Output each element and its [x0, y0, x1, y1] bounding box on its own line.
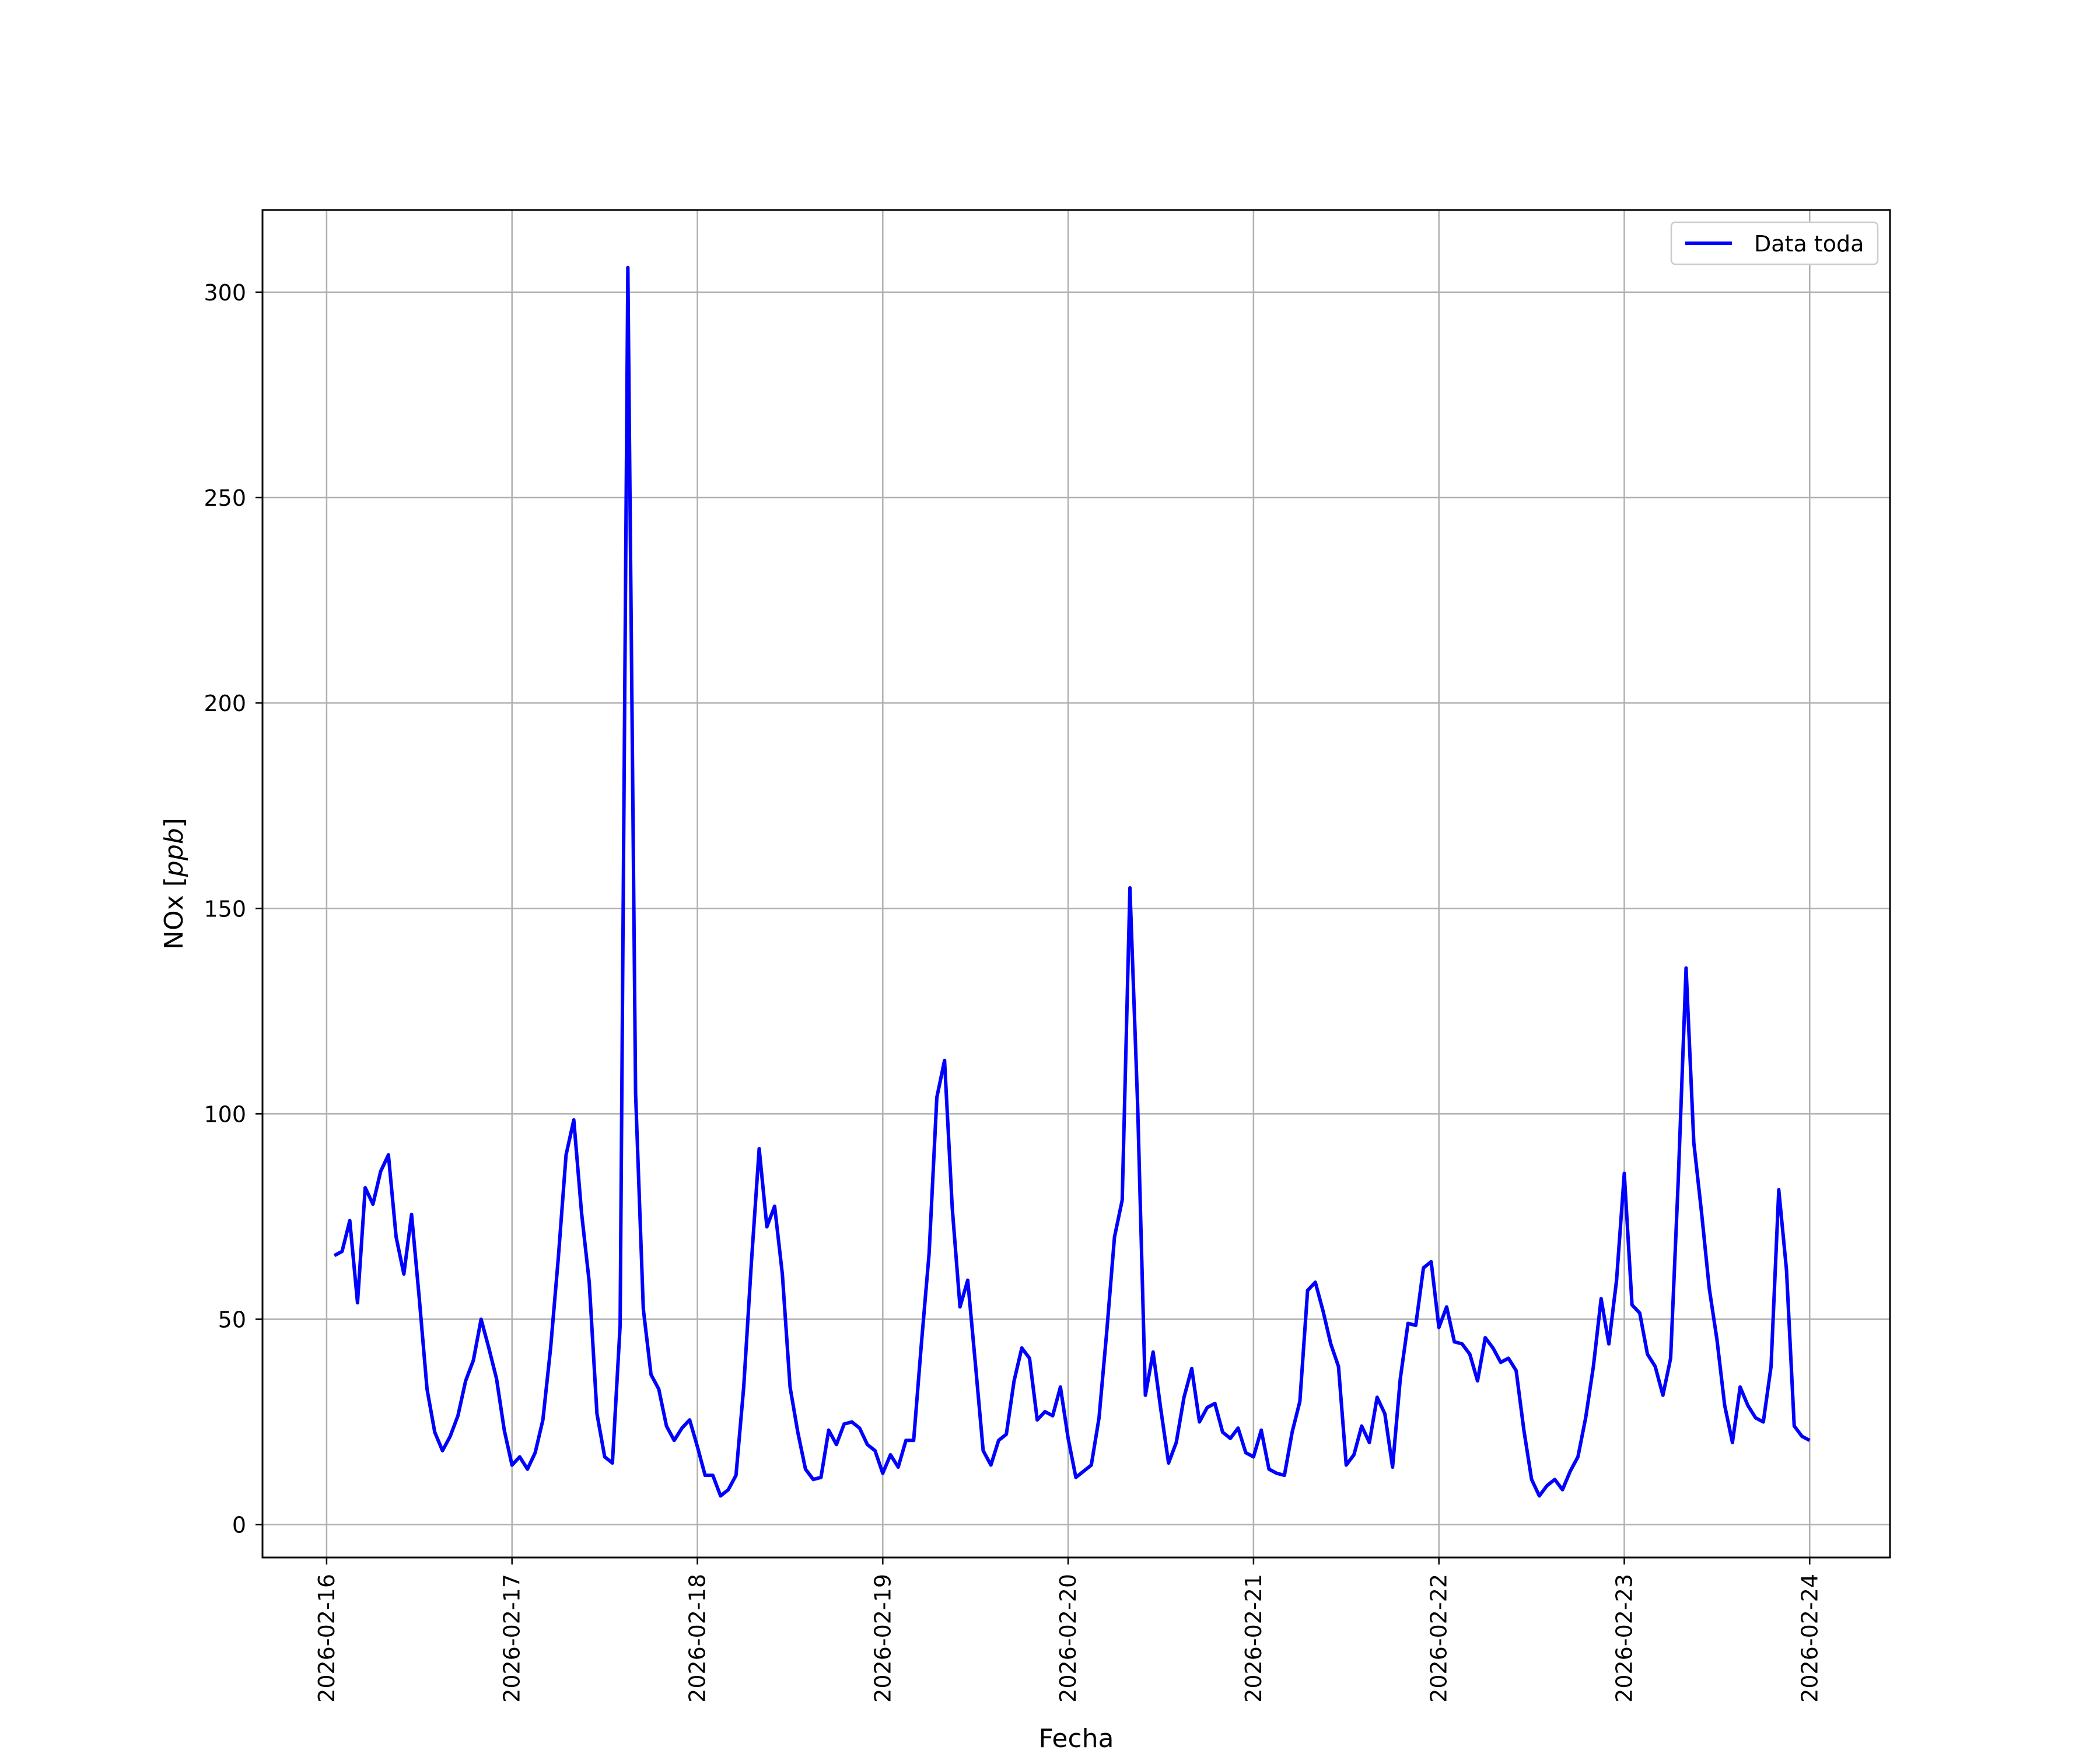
x-tick-label: 2026-02-18: [685, 1574, 710, 1703]
x-tick-label: 2026-02-16: [314, 1574, 340, 1703]
plot-frame: [261, 209, 1891, 1559]
x-tick-label: 2026-02-20: [1055, 1574, 1081, 1703]
grid: [262, 210, 1890, 1558]
x-tick-label: 2026-02-19: [870, 1574, 895, 1703]
x-tick-label: 2026-02-21: [1241, 1574, 1266, 1703]
y-axis-ticks: 0 50 100 150 200 250 300: [204, 280, 262, 1538]
series-line-group: [333, 265, 1811, 1498]
x-tick-label: 2026-02-22: [1426, 1574, 1452, 1703]
x-tick-label: 2026-02-17: [499, 1574, 525, 1703]
y-tick-label: 300: [204, 280, 246, 306]
y-tick-label: 100: [204, 1101, 246, 1127]
x-axis-ticks: 2026-02-16 2026-02-17 2026-02-18 2026-02-19…: [314, 1558, 1822, 1703]
y-tick-label: 0: [232, 1513, 246, 1538]
x-tick-label: 2026-02-24: [1797, 1574, 1822, 1703]
legend-label: Data toda: [1754, 231, 1864, 257]
legend: Data toda: [1670, 221, 1879, 265]
y-axis-label-main: NOx [: [159, 877, 189, 950]
y-tick-label: 150: [204, 896, 246, 922]
y-tick-label: 250: [204, 485, 246, 511]
y-tick-label: 50: [218, 1307, 246, 1333]
x-axis-label: Fecha: [1038, 1724, 1114, 1750]
x-tick-label: 2026-02-23: [1611, 1574, 1637, 1703]
series-line: [333, 265, 1811, 1498]
y-axis-label: NOx [ppb]: [159, 818, 189, 950]
y-axis-label-close: ]: [159, 818, 189, 828]
y-axis-label-unit: ppb: [159, 828, 189, 877]
y-tick-label: 200: [204, 691, 246, 716]
legend-box: [1670, 221, 1879, 265]
